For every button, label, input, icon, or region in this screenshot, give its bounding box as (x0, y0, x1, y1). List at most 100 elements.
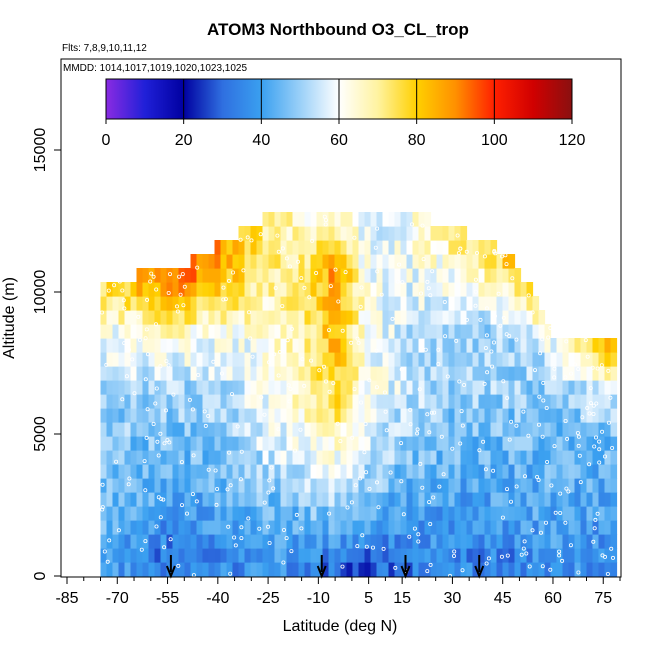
heatmap-cell (430, 534, 438, 549)
sample-point (599, 363, 604, 368)
heatmap-cell (196, 310, 204, 325)
sample-point (473, 289, 478, 294)
heatmap-cell (472, 366, 480, 381)
sample-point (239, 536, 244, 541)
heatmap-cell (478, 310, 486, 325)
heatmap-cell (124, 548, 132, 563)
heatmap-cell (226, 464, 234, 479)
heatmap-cell (148, 338, 156, 353)
heatmap-cell (406, 366, 414, 381)
sample-point (179, 503, 184, 508)
heatmap-cell (424, 296, 432, 311)
heatmap-cell (268, 394, 276, 409)
heatmap-cell (508, 422, 516, 437)
heatmap-cell (178, 562, 186, 577)
heatmap-cell (220, 394, 228, 409)
heatmap-cell (544, 478, 552, 493)
sample-point (213, 468, 218, 473)
heatmap-cell (568, 450, 576, 465)
heatmap-cell (460, 520, 468, 535)
heatmap-cell (298, 548, 306, 563)
heatmap-cell (382, 212, 390, 227)
heatmap-cell (394, 226, 402, 241)
sample-point (382, 390, 387, 395)
heatmap-cell (124, 450, 132, 465)
heatmap-cell (214, 450, 222, 465)
heatmap-cell (388, 226, 396, 241)
heatmap-cell (178, 282, 186, 297)
heatmap-cell (346, 464, 354, 479)
sample-point (257, 526, 262, 531)
heatmap-cell (100, 464, 108, 479)
heatmap-cell (322, 282, 330, 297)
heatmap-cell (220, 310, 228, 325)
sample-point (553, 510, 558, 515)
heatmap-cell (292, 338, 300, 353)
heatmap-cell (244, 520, 252, 535)
heatmap-cell (604, 464, 612, 479)
heatmap-cell (208, 324, 216, 339)
heatmap-cell (220, 464, 228, 479)
heatmap-cell (328, 212, 336, 227)
heatmap-cell (148, 422, 156, 437)
heatmap-cell (394, 450, 402, 465)
heatmap-cell (154, 352, 162, 367)
heatmap-cell (244, 394, 252, 409)
heatmap-cell (328, 506, 336, 521)
sample-point (418, 291, 423, 296)
heatmap-cell (424, 310, 432, 325)
heatmap-cell (352, 366, 360, 381)
sample-point (250, 354, 255, 359)
heatmap-cell (310, 548, 318, 563)
heatmap-cell (118, 450, 126, 465)
heatmap-cell (202, 282, 210, 297)
heatmap-cell (232, 520, 240, 535)
heatmap-cell (610, 492, 618, 507)
heatmap-cell (298, 464, 306, 479)
heatmap-cell (310, 352, 318, 367)
heatmap-cell (214, 534, 222, 549)
sample-point (190, 407, 195, 412)
heatmap-cell (100, 282, 108, 297)
heatmap-cell (172, 450, 180, 465)
sample-point (590, 365, 595, 370)
heatmap-cell (526, 450, 534, 465)
heatmap-cell (334, 408, 342, 423)
heatmap-cell (406, 464, 414, 479)
heatmap-cell (148, 366, 156, 381)
sample-point (127, 347, 132, 352)
heatmap-cell (304, 506, 312, 521)
heatmap-cell (610, 520, 618, 535)
heatmap-cell (460, 380, 468, 395)
sample-point (299, 526, 304, 531)
heatmap-cell (580, 338, 588, 353)
sample-point (484, 333, 489, 338)
sample-point (478, 317, 483, 322)
heatmap-cell (400, 226, 408, 241)
heatmap-cell (112, 380, 120, 395)
heatmap-cell (376, 366, 384, 381)
heatmap-cell (340, 394, 348, 409)
heatmap-cell (496, 310, 504, 325)
heatmap-cell (436, 562, 444, 577)
heatmap-cell (346, 310, 354, 325)
sample-point (196, 372, 201, 377)
heatmap-cell (514, 422, 522, 437)
heatmap-cell (220, 562, 228, 577)
sample-point (126, 482, 131, 487)
heatmap-cell (136, 464, 144, 479)
heatmap-cell (520, 562, 528, 577)
sample-point (514, 423, 519, 428)
heatmap-cell (466, 562, 474, 577)
heatmap-cell (352, 226, 360, 241)
heatmap-cell (526, 352, 534, 367)
heatmap-cell (490, 562, 498, 577)
heatmap-cell (400, 254, 408, 269)
heatmap-cell (436, 254, 444, 269)
heatmap-cell (244, 226, 252, 241)
heatmap-cell (334, 212, 342, 227)
heatmap-cell (382, 548, 390, 563)
heatmap-cell (562, 408, 570, 423)
heatmap-cell (568, 380, 576, 395)
heatmap-cell (106, 310, 114, 325)
